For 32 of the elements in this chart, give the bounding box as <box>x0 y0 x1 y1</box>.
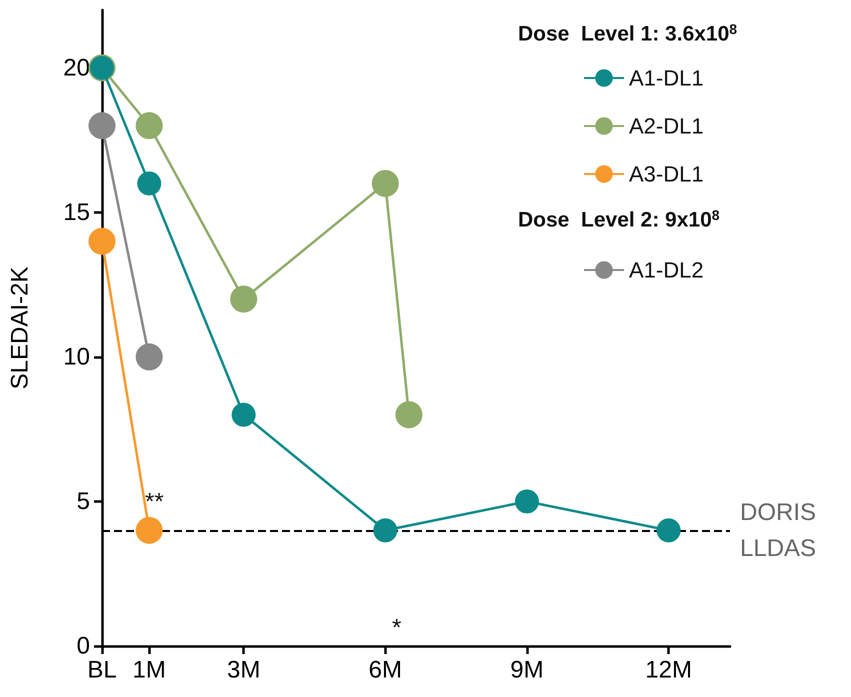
point <box>372 170 399 197</box>
x-tick-label: 3M <box>226 656 260 684</box>
annotation: * <box>392 614 402 642</box>
point <box>136 516 163 544</box>
annotation: ** <box>145 488 164 516</box>
x-tick-label: BL <box>87 656 117 684</box>
point <box>137 171 162 196</box>
y-tick-label: 10 <box>63 343 90 370</box>
point <box>230 286 258 313</box>
point <box>395 401 422 428</box>
point <box>88 112 116 140</box>
x-tick-label: 6M <box>368 656 402 684</box>
x-tick-label: 9M <box>510 656 544 684</box>
y-tick-label: 20 <box>63 54 90 82</box>
ref-line-label: DORIS LLDAS <box>740 498 816 562</box>
y-tick-label: 15 <box>63 198 90 226</box>
x-tick-label: 12M <box>645 656 692 684</box>
legend-label: A1-DL1 <box>629 66 704 90</box>
legend-label: A3-DL1 <box>629 162 704 186</box>
point <box>373 518 398 542</box>
y-tick-label: 5 <box>76 488 90 515</box>
point <box>88 228 116 255</box>
y-axis-title: SLEDAI-2K <box>6 266 34 390</box>
x-tick-label: 1M <box>132 656 166 684</box>
point <box>232 402 256 427</box>
legend-label: A2-DL1 <box>629 114 704 138</box>
point <box>136 343 163 370</box>
y-tick-label: 0 <box>76 632 90 660</box>
point <box>656 518 681 542</box>
point <box>136 112 163 140</box>
legend-label: A1-DL2 <box>629 258 704 282</box>
point <box>514 489 539 514</box>
